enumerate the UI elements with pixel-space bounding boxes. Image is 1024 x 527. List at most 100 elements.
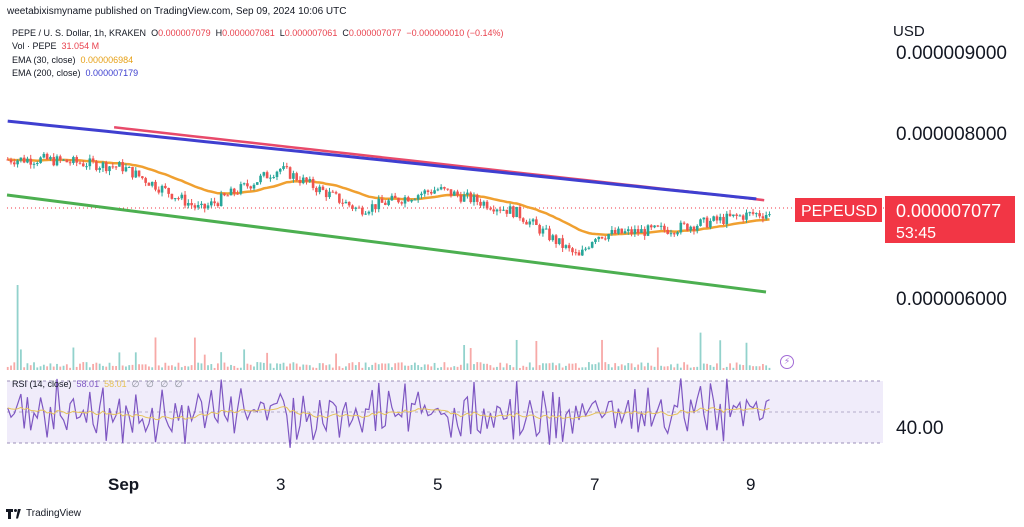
volume-bar — [19, 349, 22, 370]
volume-bar — [95, 362, 98, 370]
volume-bar — [216, 363, 219, 370]
volume-bar — [262, 362, 265, 370]
candle-body — [121, 162, 124, 172]
candle-body — [433, 190, 436, 194]
candle-body — [574, 252, 578, 254]
volume-bar — [338, 366, 341, 370]
candle-body — [131, 166, 134, 178]
legend-volume-row[interactable]: Vol · PEPE 31.054 M — [12, 40, 504, 53]
price-tick-label: 0.000006000 — [896, 289, 1007, 310]
candle-body — [531, 219, 535, 222]
candle-body — [686, 223, 689, 231]
candle-body — [581, 249, 584, 256]
rsi-na-values: ∅ ∅ ∅ ∅ — [131, 379, 185, 389]
volume-bar — [46, 366, 49, 370]
volume-bar — [341, 367, 344, 370]
candle-body — [561, 238, 564, 248]
volume-bar — [489, 365, 492, 370]
volume-bar — [604, 362, 607, 370]
lightning-icon[interactable]: ⚡ — [780, 355, 794, 369]
candle-body — [449, 189, 453, 196]
rsi-ma-value: 58.01 — [104, 379, 127, 389]
rsi-tick-label: 40.00 — [896, 418, 944, 439]
candle-body — [370, 204, 374, 212]
candle-body — [351, 205, 354, 209]
candle-body — [528, 221, 532, 225]
symbol-label[interactable]: PEPE / U. S. Dollar, 1h, KRAKEN — [12, 28, 147, 38]
volume-bar — [505, 363, 508, 370]
low-value: 0.000007061 — [284, 28, 338, 38]
volume-bar — [325, 365, 328, 370]
candle-body — [502, 209, 505, 211]
candle-body — [183, 194, 187, 206]
candle-body — [429, 191, 433, 194]
candle-body — [361, 207, 364, 215]
candle-body — [538, 224, 541, 234]
volume-bar — [299, 366, 301, 370]
candle-body — [26, 158, 29, 163]
volume-bar — [614, 363, 617, 370]
time-tick-label: 5 — [433, 475, 442, 494]
volume-bar — [427, 364, 429, 370]
candle-body — [187, 202, 190, 206]
candle-body — [364, 213, 367, 215]
volume-bars — [6, 285, 771, 370]
volume-bar — [269, 363, 272, 370]
candle-body — [600, 236, 604, 239]
volume-bar — [699, 332, 702, 370]
candle-body — [272, 177, 275, 179]
close-value: 0.000007077 — [348, 28, 402, 38]
volume-bar — [752, 366, 754, 370]
footer-brand[interactable]: TradingView — [6, 508, 81, 519]
candle-body — [676, 232, 679, 235]
time-tick-label: 3 — [276, 475, 285, 494]
volume-bar — [473, 364, 475, 370]
volume-bar — [266, 352, 269, 370]
volume-bar — [656, 347, 659, 370]
legend-ema200-row[interactable]: EMA (200, close) 0.000007179 — [12, 67, 504, 80]
volume-bar — [673, 367, 676, 370]
volume-bar — [574, 363, 577, 370]
ema200-value: 0.000007179 — [85, 67, 139, 78]
volume-bar — [453, 366, 456, 370]
currency-label[interactable]: USD — [893, 23, 925, 40]
volume-bar — [171, 365, 173, 370]
volume-bar — [203, 354, 206, 370]
volume-bar — [315, 367, 318, 370]
candle-body — [193, 205, 197, 208]
low-label: L — [279, 28, 285, 38]
candle-body — [653, 225, 656, 228]
candle-body — [466, 192, 469, 195]
candle-body — [282, 166, 285, 169]
legend-ema30-row[interactable]: EMA (30, close) 0.000006984 — [12, 54, 504, 67]
volume-bar — [637, 364, 640, 370]
volume-bar — [486, 363, 489, 370]
candle-body — [558, 238, 561, 244]
volume-bar — [364, 362, 367, 370]
volume-bar — [482, 363, 485, 370]
candle-body — [223, 193, 226, 196]
volume-bar — [519, 367, 521, 370]
candle-body — [482, 201, 486, 206]
candle-body — [58, 156, 62, 160]
rsi-label: RSI (14, close) — [12, 379, 72, 389]
candle-body — [292, 173, 295, 179]
volume-bar — [571, 363, 574, 370]
volume-bar — [630, 363, 633, 370]
volume-bar — [404, 365, 406, 370]
candle-body — [298, 180, 302, 184]
volume-bar — [492, 367, 495, 370]
volume-bar — [670, 364, 672, 370]
volume-bar — [239, 367, 242, 370]
candle-body — [213, 201, 216, 204]
rsi-legend[interactable]: RSI (14, close) 58.01 58.01 ∅ ∅ ∅ ∅ — [12, 379, 185, 390]
volume-bar — [253, 366, 255, 370]
candle-body — [630, 229, 633, 234]
candle-body — [114, 166, 118, 168]
volume-bar — [371, 364, 374, 370]
candle-body — [679, 222, 683, 233]
candle-body — [751, 212, 755, 214]
candle-body — [246, 183, 249, 187]
last-price-tag[interactable]: PEPEUSD 0.000007077 53:45 — [795, 196, 1015, 243]
